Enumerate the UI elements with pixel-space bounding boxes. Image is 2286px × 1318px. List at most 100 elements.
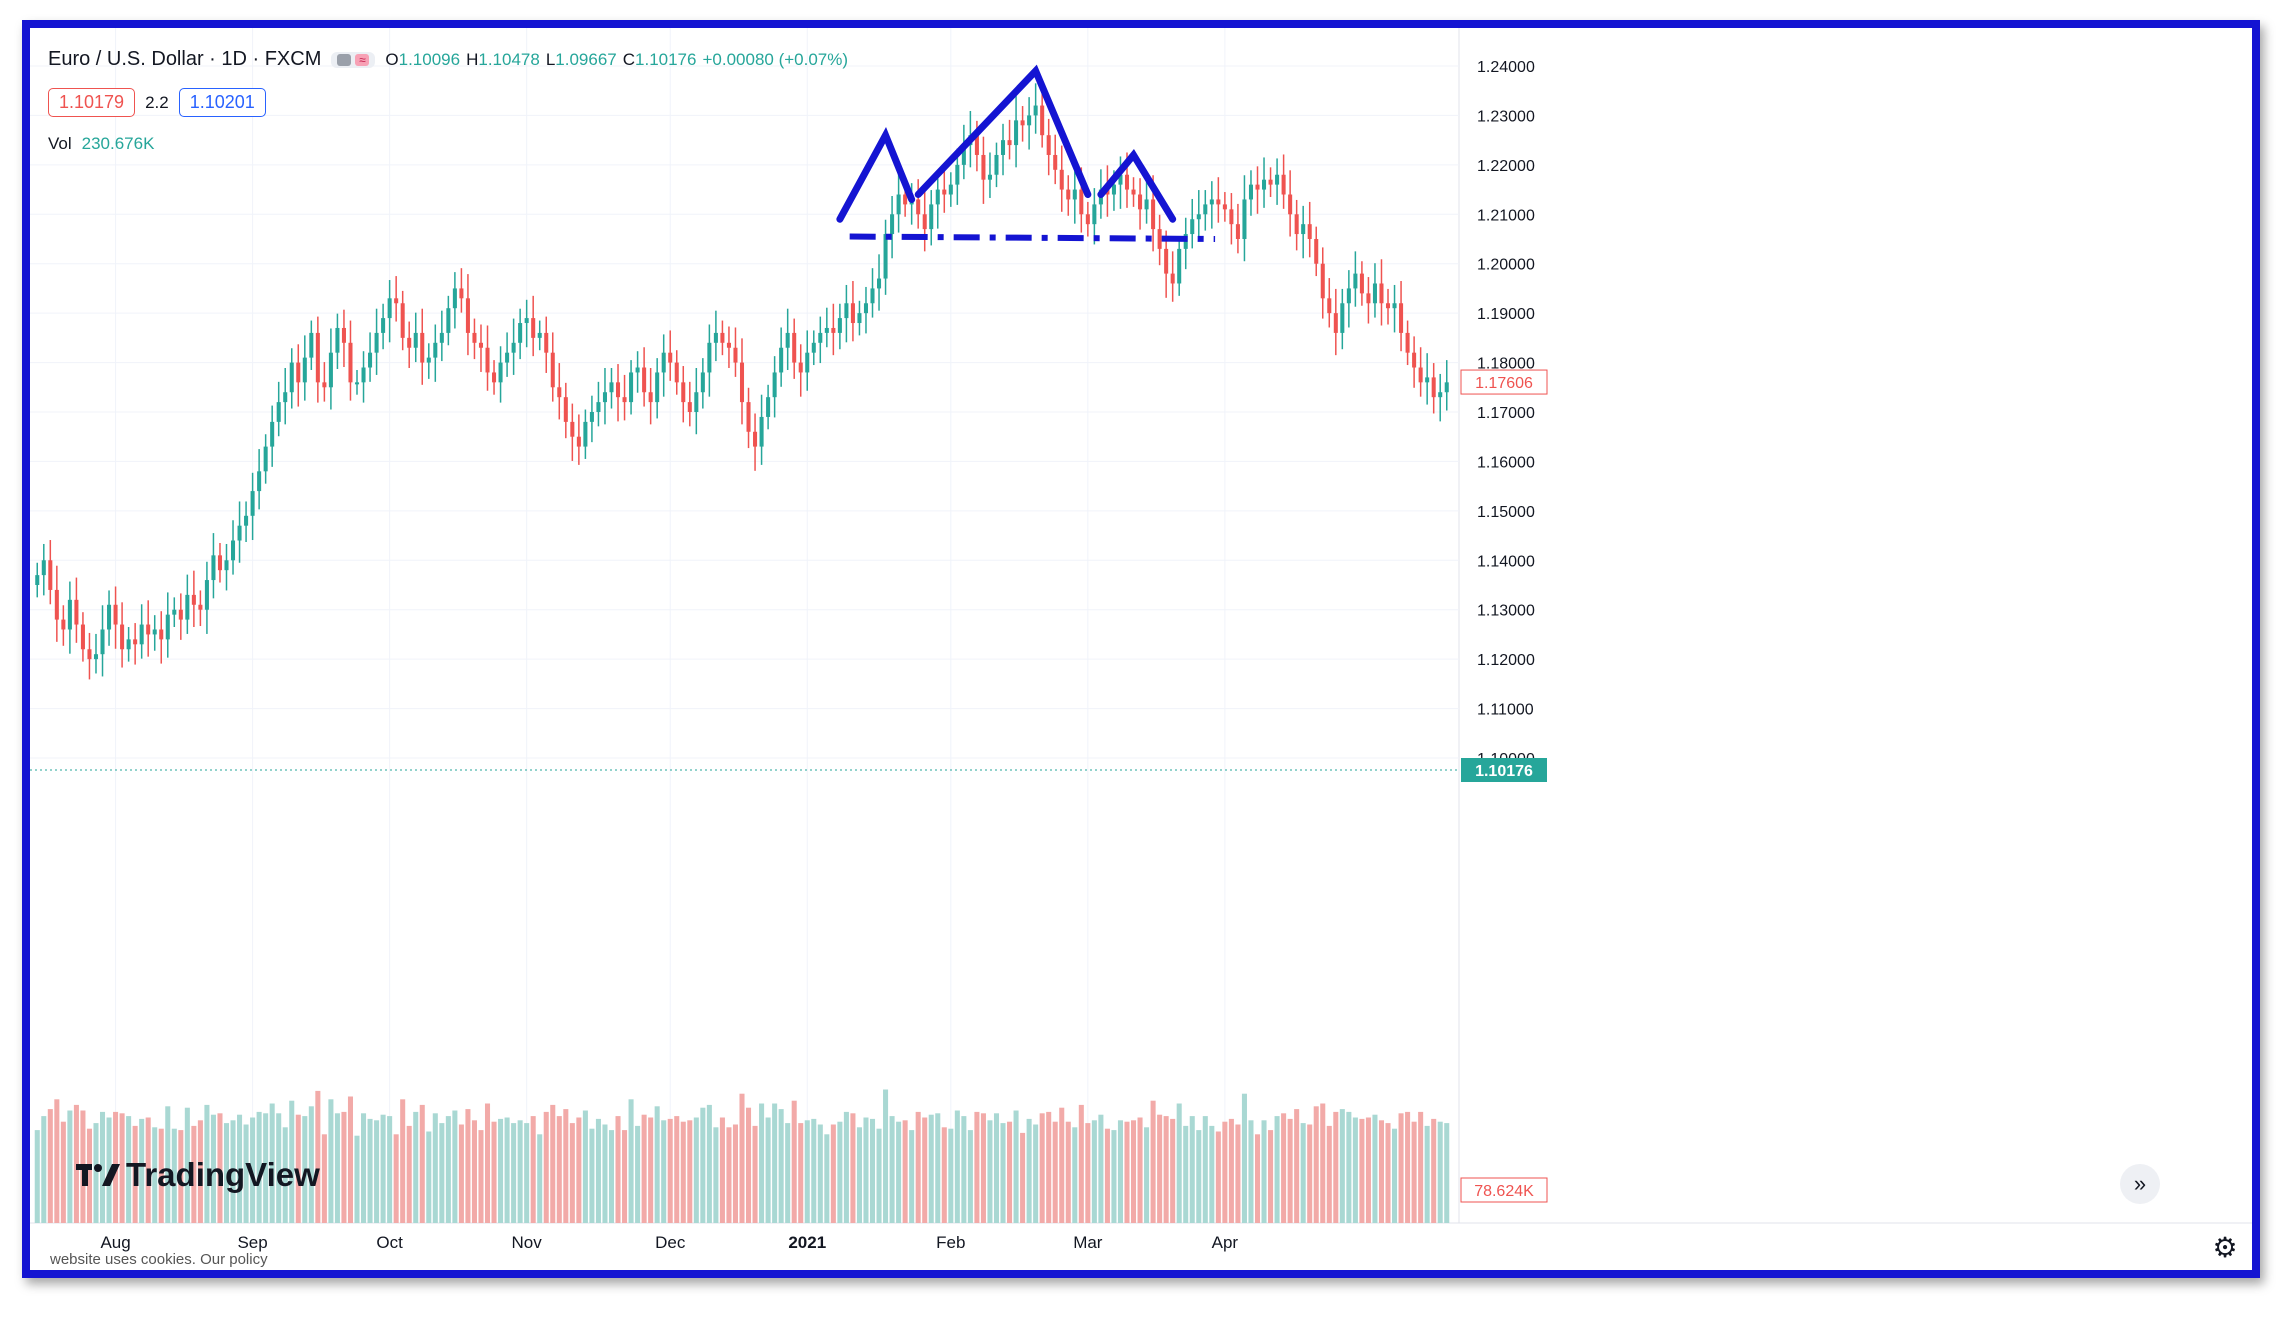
volume-bar xyxy=(145,1117,151,1223)
candle-body xyxy=(374,332,379,353)
volume-bar xyxy=(628,1099,634,1223)
buy-button[interactable]: 1.10201 xyxy=(178,88,266,117)
y-tick-label: 1.16000 xyxy=(1477,454,1535,471)
candle-body xyxy=(244,515,249,526)
compare-icon[interactable]: ≈ xyxy=(331,51,376,68)
volume-bar xyxy=(406,1125,412,1223)
volume-bar xyxy=(334,1113,340,1223)
volume-bar xyxy=(1013,1110,1019,1223)
price-axis: 1.24000 1.23000 1.22000 1.21000 1.20000 1.190… xyxy=(1460,59,1548,1203)
candle-body xyxy=(974,135,979,155)
cookie-notice: website uses cookies. Our policy xyxy=(50,1251,268,1268)
chart-frame: 1.24000 1.23000 1.22000 1.21000 1.20000 1.190… xyxy=(22,20,2260,1278)
y-tick-label: 1.24000 xyxy=(1477,59,1535,76)
candle-body xyxy=(570,421,575,437)
volume-bar xyxy=(361,1113,367,1223)
candle-body xyxy=(1379,283,1384,304)
volume-legend[interactable]: Vol 230.676K xyxy=(48,134,154,154)
ohlc-values: O1.10096 H1.10478 L1.09667 C1.10176 +0.0… xyxy=(385,49,849,69)
candle-body xyxy=(739,362,745,403)
x-tick-label: Feb xyxy=(936,1233,965,1252)
candle-body xyxy=(1020,120,1025,126)
candle-body xyxy=(1340,303,1345,333)
candle-body xyxy=(1079,189,1084,215)
candle-body xyxy=(922,214,927,230)
volume-bar xyxy=(1000,1123,1006,1223)
candle-body xyxy=(191,594,196,605)
candle-body xyxy=(1092,204,1097,225)
candle-body xyxy=(387,298,392,319)
y-tick-label: 1.14000 xyxy=(1477,553,1535,570)
candle-body xyxy=(217,555,222,571)
volume-bar xyxy=(876,1128,882,1223)
candle-body xyxy=(400,303,405,338)
y-tick-label: 1.23000 xyxy=(1477,108,1535,125)
sell-button[interactable]: 1.10179 xyxy=(48,88,136,117)
chart-canvas[interactable]: 1.24000 1.23000 1.22000 1.21000 1.20000 1.190… xyxy=(30,28,2252,1270)
volume-bar xyxy=(165,1106,171,1223)
candle-body xyxy=(478,342,484,348)
candle-body xyxy=(550,352,555,388)
candle-body xyxy=(1392,303,1397,309)
volume-bar xyxy=(1333,1111,1339,1223)
volume-bar xyxy=(413,1111,419,1223)
candle-body xyxy=(824,327,829,333)
candle-body xyxy=(211,555,216,581)
symbol-title[interactable]: Euro / U.S. Dollar · 1D · FXCM xyxy=(48,48,322,70)
candle-body xyxy=(341,327,346,343)
volume-bar xyxy=(830,1124,836,1223)
candle-body xyxy=(1059,169,1064,190)
volume-bar xyxy=(73,1104,79,1223)
candle-body xyxy=(609,382,614,393)
volume-bar xyxy=(432,1113,438,1223)
volume-bar xyxy=(1294,1109,1300,1223)
candle-body xyxy=(1405,332,1410,353)
volume-bar xyxy=(34,1130,40,1223)
volume-bar xyxy=(837,1121,843,1223)
volume-bar xyxy=(223,1123,230,1223)
settings-gear-icon[interactable]: ⚙ xyxy=(2212,1232,2238,1263)
candle-body xyxy=(1222,204,1227,210)
volume-bar xyxy=(1405,1111,1411,1223)
volume-bar xyxy=(1111,1130,1117,1223)
volume-bar xyxy=(824,1134,830,1223)
candle-body xyxy=(746,402,751,432)
last-price-label: 1.17606 xyxy=(1475,375,1533,392)
candle-body xyxy=(955,164,960,185)
candle-body xyxy=(289,362,294,393)
volume-bar xyxy=(419,1104,425,1223)
candle-body xyxy=(1307,224,1312,239)
volume-bar xyxy=(1065,1121,1071,1223)
last-price-badge xyxy=(1460,369,1548,395)
volume-bar xyxy=(1261,1120,1267,1223)
candle-body xyxy=(811,342,816,353)
volume-bar xyxy=(1144,1127,1150,1223)
tradingview-logo[interactable]: TradingView xyxy=(76,1156,320,1194)
candle-body xyxy=(354,382,360,385)
volume-bar xyxy=(139,1118,145,1223)
candle-body xyxy=(394,298,399,304)
scroll-right-icon[interactable]: » xyxy=(2120,1164,2160,1204)
candle-body xyxy=(759,416,764,447)
candle-body xyxy=(452,288,457,309)
volume-bar xyxy=(484,1103,491,1223)
candle-body xyxy=(622,397,627,403)
volume-bar xyxy=(1228,1118,1234,1223)
volume-bar xyxy=(478,1130,484,1223)
candle-body xyxy=(700,372,705,393)
volume-bar xyxy=(471,1120,477,1223)
volume-bar xyxy=(491,1121,497,1223)
volume-bar xyxy=(719,1117,725,1223)
volume-bar xyxy=(1078,1104,1084,1223)
candle-body xyxy=(224,560,229,571)
volume-bar xyxy=(687,1120,693,1223)
volume-bar xyxy=(47,1109,53,1223)
volume-bar xyxy=(524,1123,530,1223)
candle-body xyxy=(615,382,621,398)
candle-body xyxy=(524,318,529,324)
volume-bar xyxy=(980,1113,986,1223)
candle-body xyxy=(276,402,281,422)
volume-bar xyxy=(458,1124,464,1223)
volume-bar xyxy=(883,1089,889,1223)
volume-bar xyxy=(1268,1130,1274,1223)
